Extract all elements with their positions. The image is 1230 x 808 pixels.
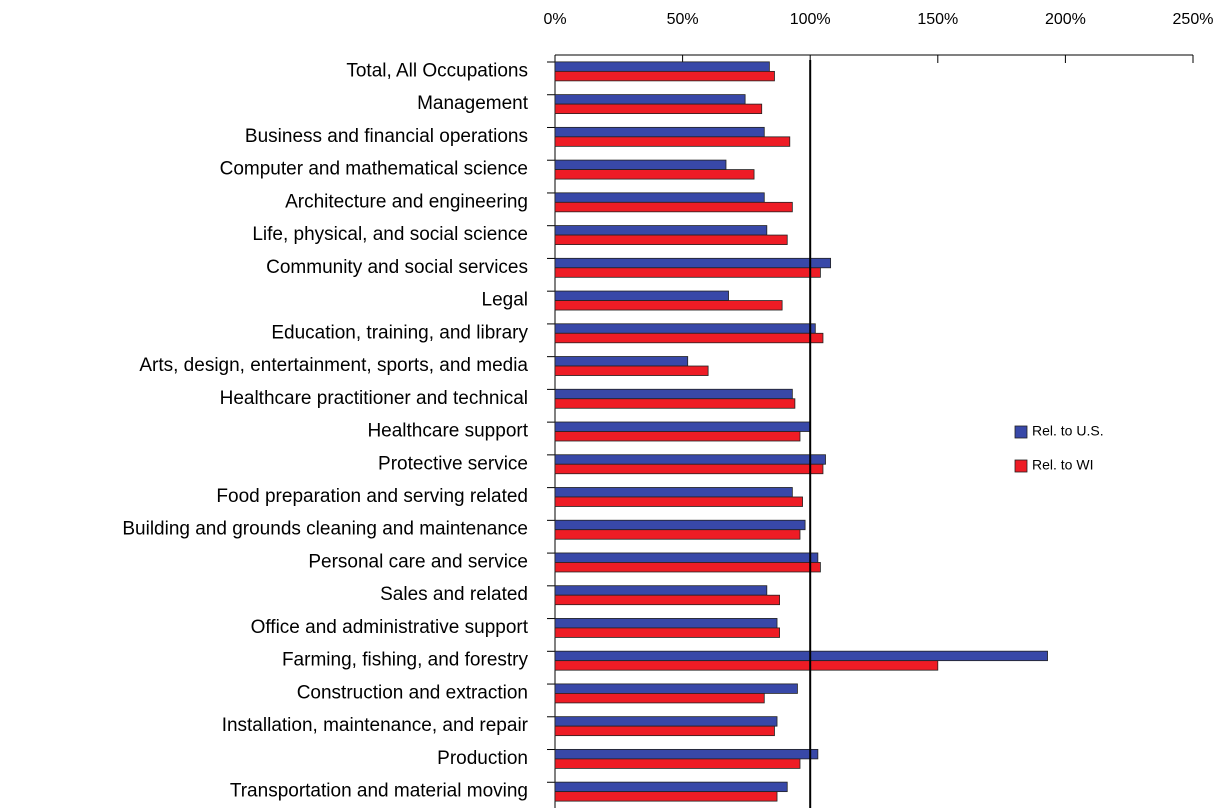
- bar: [554, 716, 778, 727]
- bar: [554, 61, 770, 72]
- bar: [554, 758, 801, 769]
- y-tick-label: Management: [417, 93, 529, 114]
- bar: [554, 454, 826, 465]
- y-tick-label: Building and grounds cleaning and mainte…: [122, 519, 528, 540]
- bar: [554, 496, 803, 507]
- bar: [554, 748, 819, 760]
- bar: [554, 201, 793, 213]
- bar: [554, 356, 689, 367]
- y-tick-label: Education, training, and library: [271, 322, 528, 343]
- y-tick-label: Farming, fishing, and forestry: [282, 650, 529, 671]
- bar: [554, 725, 775, 737]
- y-tick-label: Architecture and engineering: [285, 191, 528, 212]
- x-tick-label: 250%: [1173, 11, 1214, 28]
- bar: [554, 159, 727, 170]
- y-tick-label: Transportation and material moving: [230, 781, 528, 802]
- y-tick-label: Construction and extraction: [297, 682, 528, 703]
- y-tick-label: Healthcare practitioner and technical: [220, 388, 528, 409]
- bar: [554, 660, 939, 671]
- y-tick-label: Healthcare support: [367, 421, 528, 442]
- bar: [554, 463, 824, 475]
- y-tick-label: Business and financial operations: [245, 126, 528, 147]
- bar: [554, 192, 765, 203]
- bar: [554, 323, 816, 334]
- bar: [554, 94, 746, 105]
- y-tick-label: Community and social services: [266, 257, 528, 278]
- x-tick-label: 50%: [667, 11, 699, 28]
- bar: [554, 365, 709, 376]
- legend-label: Rel. to U.S.: [1032, 423, 1104, 439]
- bar: [554, 300, 783, 311]
- legend-label: Rel. to WI: [1032, 457, 1093, 473]
- bar: [554, 594, 780, 606]
- bar: [554, 529, 801, 540]
- bar: [554, 126, 765, 138]
- bar: [554, 257, 832, 269]
- bar: [554, 552, 819, 563]
- bar: [554, 290, 729, 301]
- y-tick-label: Legal: [482, 290, 529, 311]
- bar: [554, 627, 780, 638]
- y-tick-label: Computer and mathematical science: [220, 159, 528, 180]
- y-tick-label: Sales and related: [380, 584, 528, 605]
- y-tick-label: Protective service: [378, 453, 528, 474]
- bar: [554, 791, 778, 802]
- bar: [554, 562, 821, 573]
- x-tick-label: 0%: [543, 11, 566, 28]
- y-tick-label: Personal care and service: [308, 551, 528, 572]
- x-tick-label: 100%: [790, 11, 831, 28]
- bar: [554, 267, 821, 278]
- bar: [554, 693, 765, 704]
- bar: [554, 398, 796, 409]
- x-tick-label: 200%: [1045, 11, 1086, 28]
- y-tick-label: Office and administrative support: [251, 617, 529, 638]
- bar: [554, 650, 1048, 662]
- y-tick-label: Total, All Occupations: [346, 60, 528, 81]
- bar: [554, 136, 791, 147]
- y-tick-label: Arts, design, entertainment, sports, and…: [139, 355, 528, 376]
- y-tick-label: Life, physical, and social science: [252, 224, 528, 245]
- bar: [554, 225, 768, 236]
- bar: [554, 388, 793, 400]
- bar: [554, 70, 775, 82]
- bar: [554, 332, 824, 344]
- y-tick-label: Production: [437, 748, 528, 769]
- bar: [554, 169, 755, 180]
- bar: [554, 519, 806, 531]
- y-tick-label: Food preparation and serving related: [216, 486, 528, 507]
- bar: [554, 234, 788, 245]
- bar: [554, 618, 778, 629]
- legend-swatch: [1014, 459, 1028, 473]
- bar: [554, 683, 798, 694]
- bar: [554, 421, 811, 432]
- legend-swatch: [1014, 425, 1028, 439]
- bar: [554, 585, 768, 596]
- bar: [554, 487, 793, 498]
- bar: [554, 431, 801, 442]
- y-tick-label: Installation, maintenance, and repair: [222, 715, 529, 736]
- bar: [554, 781, 788, 793]
- bar: [554, 103, 763, 115]
- x-tick-label: 150%: [917, 11, 958, 28]
